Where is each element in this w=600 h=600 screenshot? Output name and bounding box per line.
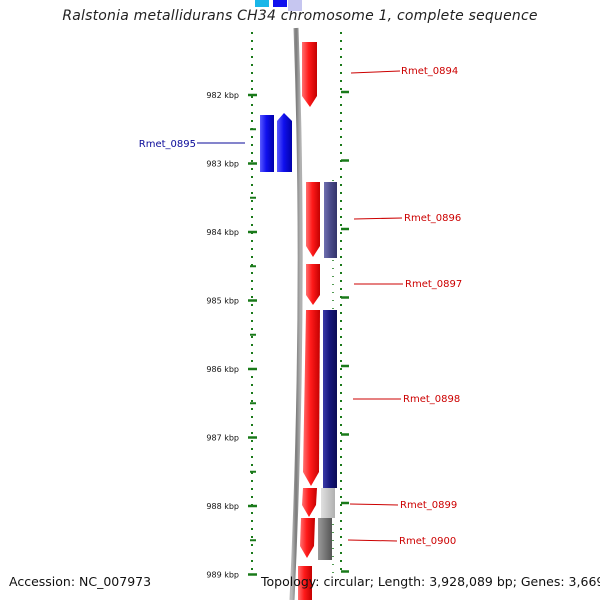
gene-rmet-0895-arrow-b <box>277 113 292 172</box>
map-title: Ralstonia metallidurans CH34 chromosome … <box>62 8 538 24</box>
gene-label-rmet-0899[interactable]: Rmet_0899 <box>400 500 457 511</box>
gene-rmet-0896-category-bar <box>324 182 337 258</box>
leader-rmet-0900 <box>347 539 398 542</box>
gene-rmet-0900-category-bar <box>318 518 332 560</box>
ruler-tick-label: 982 kbp <box>206 91 239 100</box>
partial-gene-top-1 <box>255 0 269 7</box>
ruler-tick-label: 988 kbp <box>206 502 239 511</box>
gene-rmet-0900-arrow <box>300 518 315 558</box>
gene-label-rmet-0896[interactable]: Rmet_0896 <box>404 213 461 224</box>
ruler-minor-ticks <box>250 128 256 542</box>
ruler-tick-label: 983 kbp <box>206 160 239 169</box>
partial-gene-top-2 <box>273 0 287 7</box>
partial-gene-bottom <box>298 566 312 600</box>
ruler-tick-label: 984 kbp <box>206 228 239 237</box>
gene-rmet-0898-category-bar <box>323 310 337 488</box>
partial-gene-top-3 <box>288 0 302 11</box>
gene-label-rmet-0898[interactable]: Rmet_0898 <box>403 394 460 405</box>
ruler: 982 kbp 983 kbp 984 kbp 985 kbp 986 kbp 987 k… <box>206 90 349 580</box>
leader-rmet-0896 <box>353 217 403 220</box>
gene-label-rmet-0897[interactable]: Rmet_0897 <box>405 279 462 290</box>
ruler-tick-label: 989 kbp <box>206 571 239 580</box>
summary-text: Topology: circular; Length: 3,928,089 bp… <box>261 574 600 589</box>
gene-label-rmet-0900[interactable]: Rmet_0900 <box>399 536 456 547</box>
leader-rmet-0899 <box>349 503 399 506</box>
gene-label-rmet-0895[interactable]: Rmet_0895 <box>139 139 196 150</box>
ruler-tick-label: 987 kbp <box>206 434 239 443</box>
gene-rmet-0897-arrow <box>306 264 320 305</box>
gene-rmet-0899-category-bar <box>321 488 335 518</box>
gene-rmet-0894-arrow <box>302 42 317 107</box>
ruler-tick-label: 986 kbp <box>206 365 239 374</box>
gene-rmet-0895-arrow-a <box>260 115 274 172</box>
gene-rmet-0899-arrow <box>302 488 317 517</box>
gene-rmet-0896-arrow <box>306 182 320 257</box>
chromosome-backbone <box>289 27 303 600</box>
leader-rmet-0894 <box>350 70 401 74</box>
ruler-tick-label: 985 kbp <box>206 297 239 306</box>
gene-rmet-0898-arrow <box>303 310 320 486</box>
accession-text: Accession: NC_007973 <box>9 574 152 589</box>
gene-label-rmet-0894[interactable]: Rmet_0894 <box>401 66 458 77</box>
